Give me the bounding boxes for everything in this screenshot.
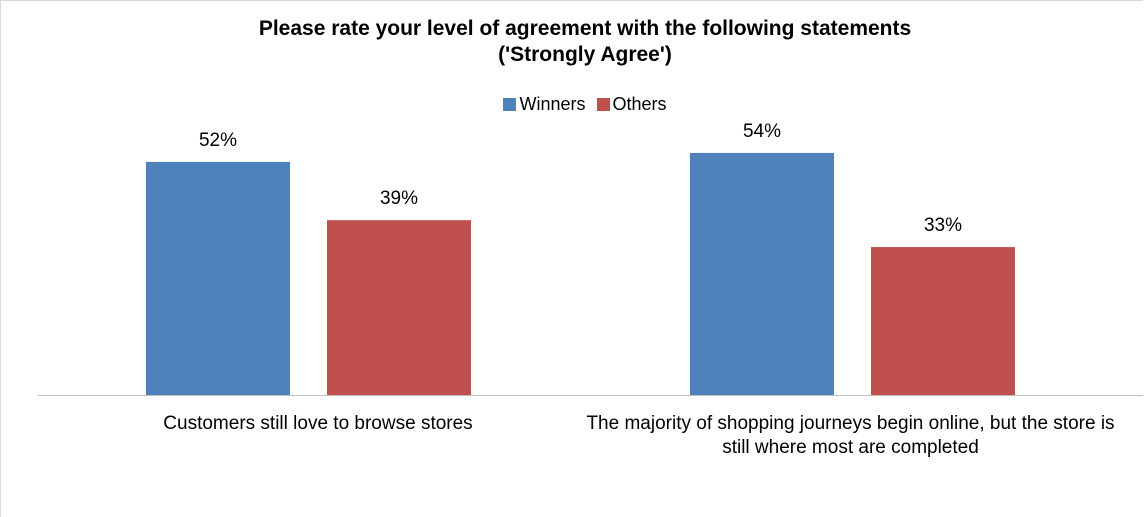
bar-others-1	[871, 247, 1015, 395]
data-label-winners-0: 52%	[199, 130, 237, 151]
data-label-winners-1: 54%	[743, 121, 781, 142]
legend-item-others: Others	[596, 93, 667, 115]
chart-title: Please rate your level of agreement with…	[0, 16, 1145, 68]
legend-label-others: Others	[612, 94, 667, 114]
category-label-1: The majority of shopping journeys begin …	[586, 413, 1115, 458]
category-label-0: Customers still love to browse stores	[163, 413, 473, 434]
data-label-others-1: 33%	[924, 215, 962, 236]
bar-winners-1	[690, 152, 834, 395]
legend-swatch-others	[596, 97, 610, 111]
legend-swatch-winners	[503, 97, 517, 111]
bar-others-0	[327, 220, 471, 395]
legend-item-winners: Winners	[503, 93, 585, 115]
chart-title-line: Please rate your level of agreement with…	[258, 17, 912, 40]
bar-winners-0	[146, 161, 290, 395]
chart-subtitle-line: ('Strongly Agree')	[498, 43, 672, 66]
chart-legend: Winners Others	[0, 93, 1145, 116]
data-label-others-0: 39%	[380, 188, 418, 209]
legend-label-winners: Winners	[519, 94, 586, 114]
